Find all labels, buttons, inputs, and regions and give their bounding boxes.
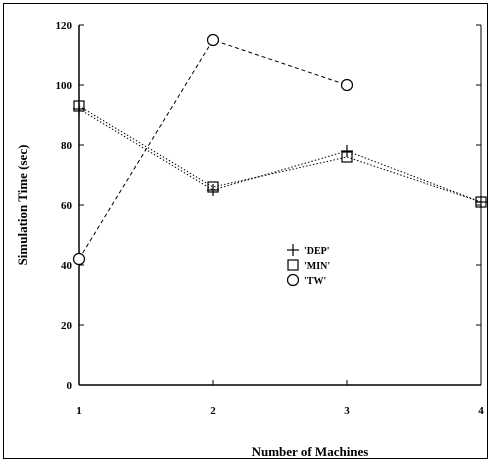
- x-tick-label: 3: [344, 405, 350, 417]
- x-tick-label: 2: [210, 405, 216, 417]
- y-tick-label: 100: [56, 80, 73, 92]
- legend-square-icon: [287, 259, 299, 271]
- legend-plus-icon: [287, 244, 299, 256]
- legend: 'DEP' 'MIN' 'TW': [286, 244, 330, 287]
- square-data-point: [73, 100, 85, 112]
- y-axis-title: Simulation Time (sec): [15, 145, 30, 266]
- square-data-point: [475, 196, 487, 208]
- plus-data-point: [207, 184, 219, 196]
- square-data-point: [207, 181, 219, 193]
- x-tick-label: 1: [76, 405, 82, 417]
- x-tick-group: 1 2 3 4: [76, 380, 484, 417]
- y-tick-group: 0 20 40 60 80 100 120: [56, 20, 481, 392]
- series-line: [78, 108, 482, 203]
- series-lines: [78, 39, 482, 260]
- plus-data-point: [341, 145, 353, 157]
- legend-label: 'TW': [304, 276, 326, 287]
- circle-data-point: [206, 33, 220, 47]
- y-tick-label: 120: [56, 20, 73, 32]
- y-tick-label: 40: [61, 260, 73, 272]
- y-tick-label: 60: [61, 200, 73, 212]
- square-data-point: [341, 151, 353, 163]
- plus-data-point: [475, 196, 487, 208]
- x-tick-label: 4: [478, 405, 484, 417]
- chart-frame: [3, 3, 488, 459]
- legend-circle-icon: [286, 273, 300, 287]
- x-axis-title: Number of Machines: [252, 444, 369, 459]
- y-tick-label: 20: [61, 320, 73, 332]
- legend-label: 'DEP': [304, 246, 330, 257]
- y-tick-label: 80: [61, 140, 73, 152]
- series-markers: [72, 33, 487, 266]
- y-tick-label: 0: [67, 380, 73, 392]
- series-line: [78, 105, 482, 203]
- circle-data-point: [340, 78, 354, 92]
- plus-data-point: [73, 103, 85, 115]
- legend-label: 'MIN': [304, 261, 330, 272]
- circle-data-point: [72, 252, 86, 266]
- series-line: [78, 39, 348, 260]
